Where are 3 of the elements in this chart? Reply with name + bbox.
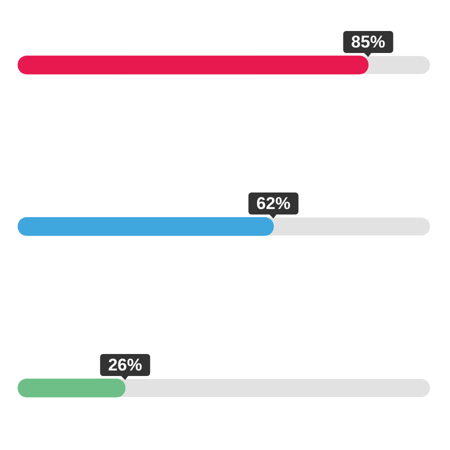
data-label: 62% bbox=[256, 194, 290, 214]
data-label: 85% bbox=[351, 32, 386, 52]
data-label: 26% bbox=[108, 356, 142, 375]
